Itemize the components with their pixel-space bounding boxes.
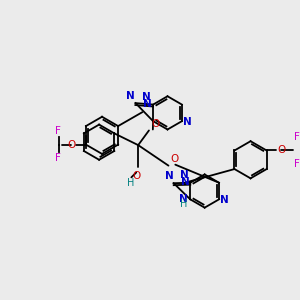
Text: O: O — [278, 146, 286, 155]
Text: N: N — [165, 171, 174, 181]
Text: N: N — [142, 92, 151, 102]
Text: N: N — [178, 194, 187, 204]
Text: F: F — [294, 159, 300, 169]
Text: F: F — [294, 132, 300, 142]
Text: N: N — [126, 91, 135, 101]
Text: N: N — [183, 117, 192, 127]
Text: O: O — [67, 140, 75, 150]
Text: H: H — [127, 178, 134, 188]
Text: H: H — [180, 199, 187, 209]
Text: N: N — [143, 99, 152, 109]
Text: O: O — [170, 154, 179, 164]
Text: N: N — [181, 177, 189, 187]
Text: O: O — [151, 118, 159, 128]
Text: O: O — [132, 172, 140, 182]
Text: N: N — [179, 170, 188, 180]
Text: F: F — [55, 126, 61, 136]
Text: F: F — [55, 153, 61, 164]
Text: N: N — [220, 195, 229, 205]
